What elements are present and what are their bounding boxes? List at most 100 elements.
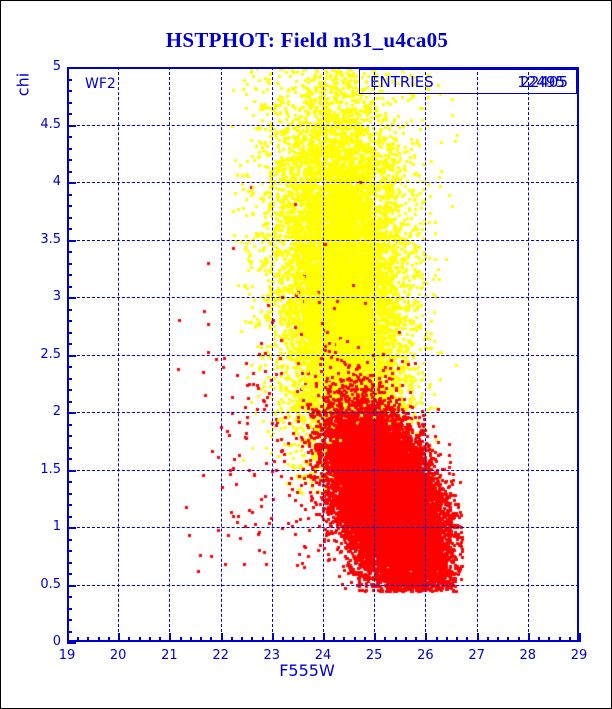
tick-y [67,492,72,495]
tick-y [67,481,72,483]
tick-x [486,637,489,642]
x-tick-label: 27 [468,648,485,663]
tick-x [466,637,469,642]
tick-y [67,561,72,564]
legend-entries-label: ENTRIES [370,73,434,91]
page-title: HSTPHOT: Field m31_u4ca05 [165,28,449,52]
y-axis-title: chi [13,72,33,97]
gridline-horizontal [67,527,579,528]
tick-x [568,637,571,642]
tick-x [538,637,541,642]
y-tick-label: 5 [52,59,61,74]
tick-y [67,320,72,322]
tick-x [374,633,377,642]
tick-y [67,527,76,529]
tick-x [394,637,397,642]
tick-x [118,633,121,642]
x-tick-label: 20 [109,648,127,663]
x-tick-label: 29 [570,648,588,663]
tick-x [425,633,428,642]
y-tick-label: 0 [52,634,61,649]
y-tick-label: 1 [52,519,61,534]
tick-x [353,637,356,642]
tick-y [67,619,72,621]
tick-x [343,637,346,642]
tick-y [67,642,76,644]
tick-x [77,637,80,642]
tick-x [476,633,479,642]
tick-x [87,637,90,642]
tick-x [384,637,387,642]
tick-x [159,637,162,642]
tick-y [67,182,76,184]
tick-x [220,633,223,642]
tick-y [67,504,72,506]
tick-x [179,637,182,642]
x-tick-label: 23 [263,648,281,663]
tick-y [67,193,72,196]
plot-frame [67,67,579,642]
y-tick-label: 2.5 [40,346,61,362]
tick-x [241,637,244,642]
tick-x [497,637,500,642]
tick-x [507,637,510,642]
tick-y [67,515,72,518]
tick-x [107,637,110,642]
y-tick-label: 3 [52,289,61,304]
x-tick-label: 19 [58,648,76,663]
gridline-horizontal [67,412,579,413]
tick-x [404,637,407,642]
tick-x [138,637,141,642]
gridline-horizontal [67,239,579,241]
tick-y [67,538,72,541]
x-tick-label: 28 [519,648,537,663]
tick-x [261,637,264,642]
tick-y [67,446,72,449]
x-axis-title: F555W [279,661,335,680]
tick-x [230,637,233,642]
tick-y [67,377,72,380]
tick-y [67,297,76,299]
tick-y [67,435,72,437]
tick-x [445,637,448,642]
tick-y [67,285,72,288]
tick-y [67,262,72,265]
tick-y [67,343,72,345]
tick-x [200,637,203,642]
tick-y [67,113,72,115]
tick-x [435,637,438,642]
tick-y [67,412,76,414]
x-tick-label: 25 [365,648,383,663]
tick-x [363,637,366,642]
tick-y [67,205,72,207]
tick-x [282,637,285,642]
y-tick-label: 3.5 [40,231,61,247]
plot-area: WF2 ENTRIES 22405 12495 [67,67,581,644]
gridline-horizontal [67,124,579,126]
tick-x [292,637,295,642]
tick-y [67,251,72,253]
gridline-horizontal [67,354,579,356]
tick-x [558,637,561,642]
tick-y [67,400,72,403]
tick-y [67,607,72,610]
tick-x [210,637,213,642]
tick-y [67,78,72,81]
tick-y [67,239,76,242]
gridline-horizontal [67,297,579,298]
x-tick-label: 22 [212,648,229,663]
tick-x [579,633,581,642]
y-tick-label: 1.5 [40,461,61,477]
tick-x [415,637,418,642]
tick-y [67,550,72,552]
tick-y [67,423,72,426]
tick-x [302,637,305,642]
tick-y [67,216,72,219]
y-tick-label: 0.5 [40,576,61,592]
legend-box: ENTRIES 22405 12495 [359,69,577,94]
tick-x [312,637,315,642]
gridline-horizontal [67,469,579,471]
tick-y [67,274,72,276]
tick-y [67,124,76,127]
